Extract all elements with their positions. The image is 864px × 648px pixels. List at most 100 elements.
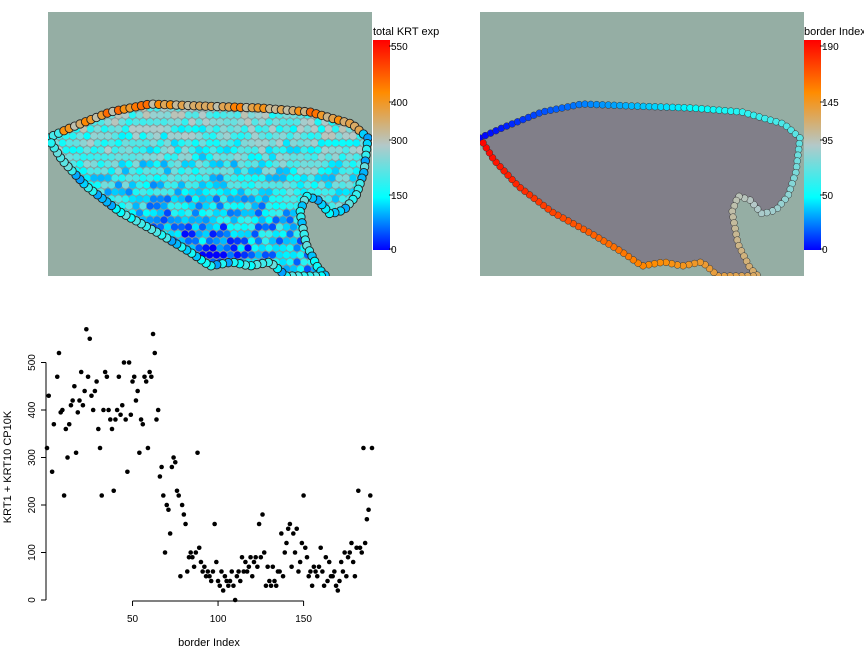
expression-spot bbox=[349, 174, 357, 182]
data-point bbox=[72, 383, 77, 389]
expression-spot bbox=[167, 118, 175, 126]
data-point bbox=[60, 407, 65, 413]
expression-spot bbox=[86, 139, 95, 147]
data-point bbox=[208, 578, 214, 584]
expression-spot bbox=[135, 111, 144, 119]
border-index-spot bbox=[726, 272, 734, 276]
data-point bbox=[280, 573, 286, 579]
data-point bbox=[101, 407, 106, 413]
data-point bbox=[128, 412, 134, 418]
data-point bbox=[78, 369, 84, 375]
expression-spot bbox=[170, 153, 179, 161]
expression-spot bbox=[240, 181, 249, 189]
data-point bbox=[309, 583, 315, 589]
data-point bbox=[354, 545, 359, 551]
expression-spot bbox=[212, 209, 221, 217]
expression-spot bbox=[237, 174, 245, 182]
expression-spot bbox=[286, 160, 294, 168]
data-point bbox=[85, 374, 91, 380]
data-point bbox=[171, 455, 176, 460]
expression-spot bbox=[160, 132, 168, 140]
expression-spot bbox=[286, 230, 294, 238]
expression-spot bbox=[272, 174, 280, 182]
data-point bbox=[70, 398, 75, 403]
data-point bbox=[104, 374, 110, 380]
data-point bbox=[234, 573, 240, 579]
expression-spot bbox=[261, 111, 270, 119]
data-point bbox=[147, 369, 152, 375]
expression-spot bbox=[177, 209, 186, 217]
data-point bbox=[349, 540, 354, 546]
expression-spot bbox=[230, 230, 238, 238]
data-point bbox=[270, 564, 276, 570]
expression-spot bbox=[258, 202, 266, 210]
expression-spot bbox=[314, 118, 322, 126]
expression-spot bbox=[156, 153, 165, 161]
spatial-panel-border-index: border Index 190 145 95 50 0 bbox=[480, 12, 864, 276]
expression-spot bbox=[219, 237, 228, 245]
y-tick-label: 400 bbox=[27, 401, 38, 418]
expression-spot bbox=[345, 153, 354, 161]
expression-spot bbox=[191, 139, 200, 147]
expression-spot bbox=[352, 153, 361, 161]
expression-spot bbox=[121, 153, 130, 161]
expression-spot bbox=[146, 160, 154, 168]
expression-spot bbox=[132, 146, 140, 154]
expression-spot bbox=[345, 181, 354, 189]
expression-spot bbox=[324, 167, 333, 175]
expression-spot bbox=[286, 174, 294, 182]
expression-spot bbox=[212, 125, 221, 133]
expression-spot bbox=[286, 258, 294, 266]
data-point bbox=[255, 564, 260, 570]
expression-spot bbox=[286, 188, 294, 196]
expression-spot bbox=[247, 237, 256, 245]
expression-spot bbox=[230, 174, 238, 182]
expression-spot bbox=[293, 146, 301, 154]
expression-spot bbox=[125, 118, 133, 126]
data-point bbox=[188, 550, 193, 555]
expression-spot bbox=[317, 181, 326, 189]
data-point bbox=[87, 336, 93, 342]
data-point bbox=[166, 507, 171, 513]
data-point bbox=[186, 554, 192, 560]
expression-spot bbox=[125, 146, 133, 154]
expression-spot bbox=[163, 111, 172, 119]
expression-spot bbox=[321, 188, 329, 196]
expression-spot bbox=[335, 132, 343, 140]
expression-spot bbox=[160, 188, 168, 196]
expression-spot bbox=[146, 202, 154, 210]
data-point bbox=[46, 393, 52, 399]
expression-spot bbox=[223, 244, 231, 252]
border-index-spot bbox=[738, 272, 746, 276]
data-point bbox=[193, 550, 199, 555]
expression-spot bbox=[338, 125, 347, 133]
expression-spot bbox=[296, 251, 305, 259]
data-point bbox=[196, 545, 202, 551]
expression-spot bbox=[247, 111, 256, 119]
expression-spot bbox=[324, 125, 333, 133]
expression-spot bbox=[289, 265, 298, 273]
border-index-spot bbox=[720, 272, 728, 276]
expression-spot bbox=[125, 188, 133, 196]
expression-spot bbox=[230, 132, 238, 140]
expression-spot bbox=[254, 237, 263, 245]
expression-spot bbox=[247, 251, 256, 259]
expression-spot bbox=[202, 202, 210, 210]
data-point bbox=[49, 469, 55, 475]
data-point bbox=[284, 540, 289, 546]
expression-spot bbox=[282, 237, 291, 245]
expression-spot bbox=[226, 125, 235, 133]
expression-spot bbox=[237, 132, 245, 140]
data-point bbox=[265, 564, 270, 570]
data-point bbox=[138, 417, 144, 422]
expression-spot bbox=[104, 188, 112, 196]
expression-spot bbox=[240, 139, 249, 147]
expression-spot bbox=[310, 153, 319, 161]
expression-spot bbox=[104, 174, 112, 182]
expression-spot bbox=[139, 174, 147, 182]
expression-spot bbox=[156, 125, 165, 133]
expression-spot bbox=[321, 160, 329, 168]
expression-spot bbox=[303, 265, 312, 273]
expression-spot bbox=[307, 146, 315, 154]
expression-spot bbox=[219, 125, 228, 133]
